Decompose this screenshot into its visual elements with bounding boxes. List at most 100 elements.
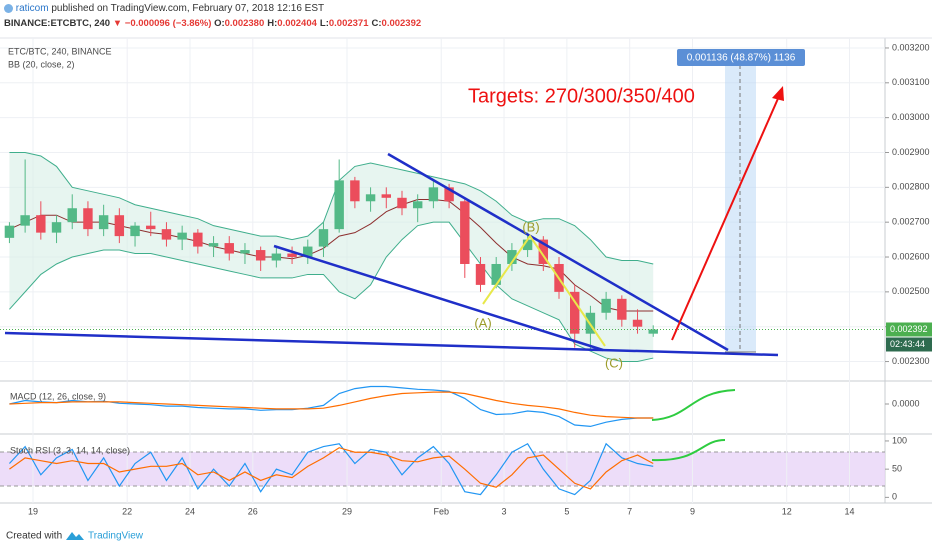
header-line-2: BINANCE:ETCBTC, 240 ▼ −0.000096 (−3.86%)…: [4, 18, 424, 29]
x-tick-label: 22: [122, 506, 132, 516]
x-tick-label: 24: [185, 506, 195, 516]
stoch-projection: [651, 439, 726, 462]
candle-body: [224, 243, 234, 254]
footer-created: Created with: [6, 531, 62, 542]
countdown-box: [886, 337, 932, 352]
macd-projection: [651, 389, 736, 421]
wave-c-label: (C): [605, 355, 623, 370]
indicator-line: [9, 385, 654, 428]
candle-body: [193, 232, 203, 247]
target-arrow: [671, 93, 781, 341]
candle-body: [303, 246, 313, 258]
ohlc-label: O:: [214, 18, 225, 29]
x-tick-label: 9: [690, 506, 695, 516]
candle-body: [4, 225, 15, 238]
candle-body: [287, 253, 297, 258]
y-tick-label: 50: [892, 464, 902, 474]
wedge-upper: [387, 152, 729, 352]
x-tick-label: 7: [627, 506, 632, 516]
candle-body: [460, 201, 470, 264]
x-tick-label: 26: [248, 506, 258, 516]
pane-title: ETC/BTC, 240, BINANCE: [8, 46, 112, 56]
data: 0.002392 02:43:44: [0, 151, 932, 496]
last-price-label: 0.002392: [890, 324, 928, 334]
wave-b-label: (B): [522, 219, 539, 234]
candle-body: [365, 194, 376, 202]
candle-body: [617, 298, 627, 320]
ohlc-value: 0.002371: [328, 18, 369, 29]
x-tick-label: 29: [342, 506, 352, 516]
avatar: [4, 3, 13, 13]
candle-body: [475, 263, 486, 285]
measure-label: 0.001136 (48.87%) 1136: [687, 53, 796, 64]
y-tick-label: 100: [892, 435, 907, 445]
bb-line: [9, 151, 654, 265]
header-line-1: raticom published on TradingView.com, Fe…: [4, 3, 324, 14]
ohlc-label: C:: [371, 18, 382, 29]
candle-body: [240, 250, 250, 254]
y-tick-label: 0.003100: [892, 77, 930, 87]
x-tick-label: 14: [845, 506, 855, 516]
author[interactable]: raticom: [15, 3, 49, 14]
symbol: BINANCE:ETCBTC, 240: [4, 18, 111, 29]
y-tick-label: 0.002700: [892, 217, 930, 227]
stoch-title: Stoch RSI (3, 3, 14, 14, close): [10, 445, 130, 455]
y-tick-label: 0.002600: [892, 251, 930, 261]
candle-body: [98, 215, 109, 230]
bb-fill: [9, 152, 654, 362]
candle-body: [522, 239, 533, 251]
bb-line: [9, 221, 654, 363]
candle-body: [67, 208, 77, 223]
y-tick-label: 0.003200: [892, 42, 930, 52]
ohlc-value: 0.002392: [381, 18, 422, 29]
candle-body: [491, 263, 501, 285]
footer-brand: TradingView: [88, 531, 144, 542]
candle-body: [83, 208, 93, 230]
y-tick-label: 0.002500: [892, 286, 930, 296]
x-tick-label: Feb: [433, 506, 449, 516]
candle-body: [255, 250, 266, 261]
candle-body: [632, 319, 643, 327]
y-tick-label: 0.002800: [892, 182, 930, 192]
ohlc: O:0.002380 H:0.002404 L:0.002371 C:0.002392: [214, 18, 424, 29]
y-tick-label: 0.002300: [892, 356, 930, 366]
countdown-label: 02:43:44: [890, 339, 925, 349]
indicator-line: [9, 447, 654, 490]
ohlc-label: L:: [319, 18, 329, 29]
candle-body: [507, 250, 517, 264]
wedge-lower: [273, 244, 604, 352]
candle-body: [397, 197, 407, 209]
candle-body: [146, 225, 156, 230]
macd-title: MACD (12, 26, close, 9): [10, 391, 106, 401]
abc-wave: [482, 234, 606, 347]
published: published on TradingView.com, February 0…: [51, 3, 325, 14]
measure-box: [677, 49, 805, 66]
candle-body: [114, 215, 125, 237]
change: ▼ −0.000096 (−3.86%): [112, 18, 212, 29]
support-line: [4, 331, 779, 357]
candle-body: [208, 243, 219, 247]
x-tick-label: 19: [28, 506, 38, 516]
indicator-label: BB (20, close, 2): [8, 59, 75, 69]
wave-a-label: (A): [474, 315, 491, 330]
candle-body: [334, 180, 344, 230]
candle-body: [648, 329, 658, 334]
candle-body: [161, 229, 172, 240]
stoch-band: [0, 452, 885, 486]
candle-body: [381, 194, 391, 198]
targets-text: Targets: 270/300/350/400: [468, 85, 695, 107]
candle-body: [570, 291, 580, 334]
candle-body: [412, 201, 423, 209]
y-tick-label: 0.003000: [892, 112, 930, 122]
candle-body: [318, 229, 329, 247]
x-tick-label: 3: [502, 506, 507, 516]
candle-body: [130, 225, 140, 237]
ohlc-value: 0.002380: [224, 18, 265, 29]
candle-body: [51, 222, 62, 233]
candle-body: [444, 187, 454, 202]
x-tick-label: 5: [564, 506, 569, 516]
y-tick-label: 0.0000: [892, 398, 920, 408]
candle-body: [350, 180, 360, 202]
